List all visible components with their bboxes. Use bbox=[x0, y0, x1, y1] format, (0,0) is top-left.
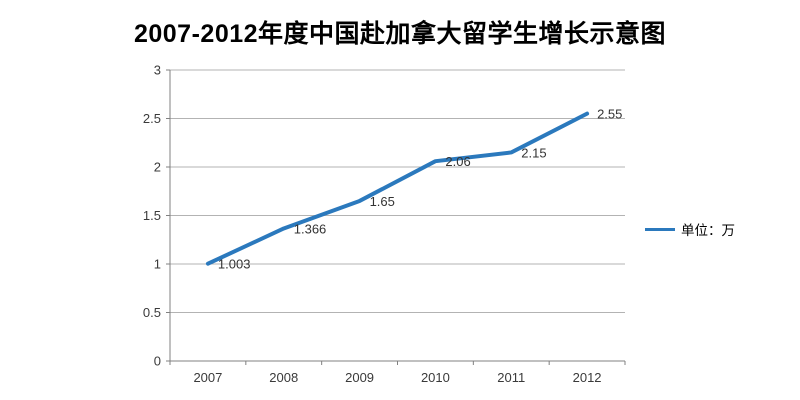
data-point-label: 1.003 bbox=[218, 257, 251, 272]
y-axis-label: 0 bbox=[154, 354, 161, 369]
data-point-label: 2.15 bbox=[521, 145, 546, 160]
x-axis-label: 2011 bbox=[497, 370, 525, 385]
legend-label: 单位：万 bbox=[681, 223, 735, 238]
x-axis-label: 2008 bbox=[269, 370, 298, 385]
data-point-label: 1.366 bbox=[294, 221, 327, 236]
x-axis-label: 2007 bbox=[193, 370, 222, 385]
data-point-label: 2.55 bbox=[597, 107, 622, 122]
y-axis-label: 2.5 bbox=[143, 111, 161, 126]
y-axis-label: 2 bbox=[154, 160, 161, 175]
series-line bbox=[205, 111, 590, 266]
y-axis-label: 0.5 bbox=[143, 305, 161, 320]
x-axis-label: 2009 bbox=[345, 370, 374, 385]
x-axis-label: 2012 bbox=[573, 370, 602, 385]
data-point-label: 2.06 bbox=[445, 154, 470, 169]
y-axis-label: 1.5 bbox=[143, 208, 161, 223]
y-axis-label: 3 bbox=[154, 63, 161, 78]
legend: 单位：万 bbox=[645, 219, 735, 239]
x-axis-label: 2010 bbox=[421, 370, 450, 385]
legend-line-swatch bbox=[645, 227, 675, 231]
y-axis-label: 1 bbox=[154, 257, 161, 272]
data-point-label: 1.65 bbox=[370, 194, 395, 209]
chart-title: 2007-2012年度中国赴加拿大留学生增长示意图 bbox=[133, 20, 667, 48]
